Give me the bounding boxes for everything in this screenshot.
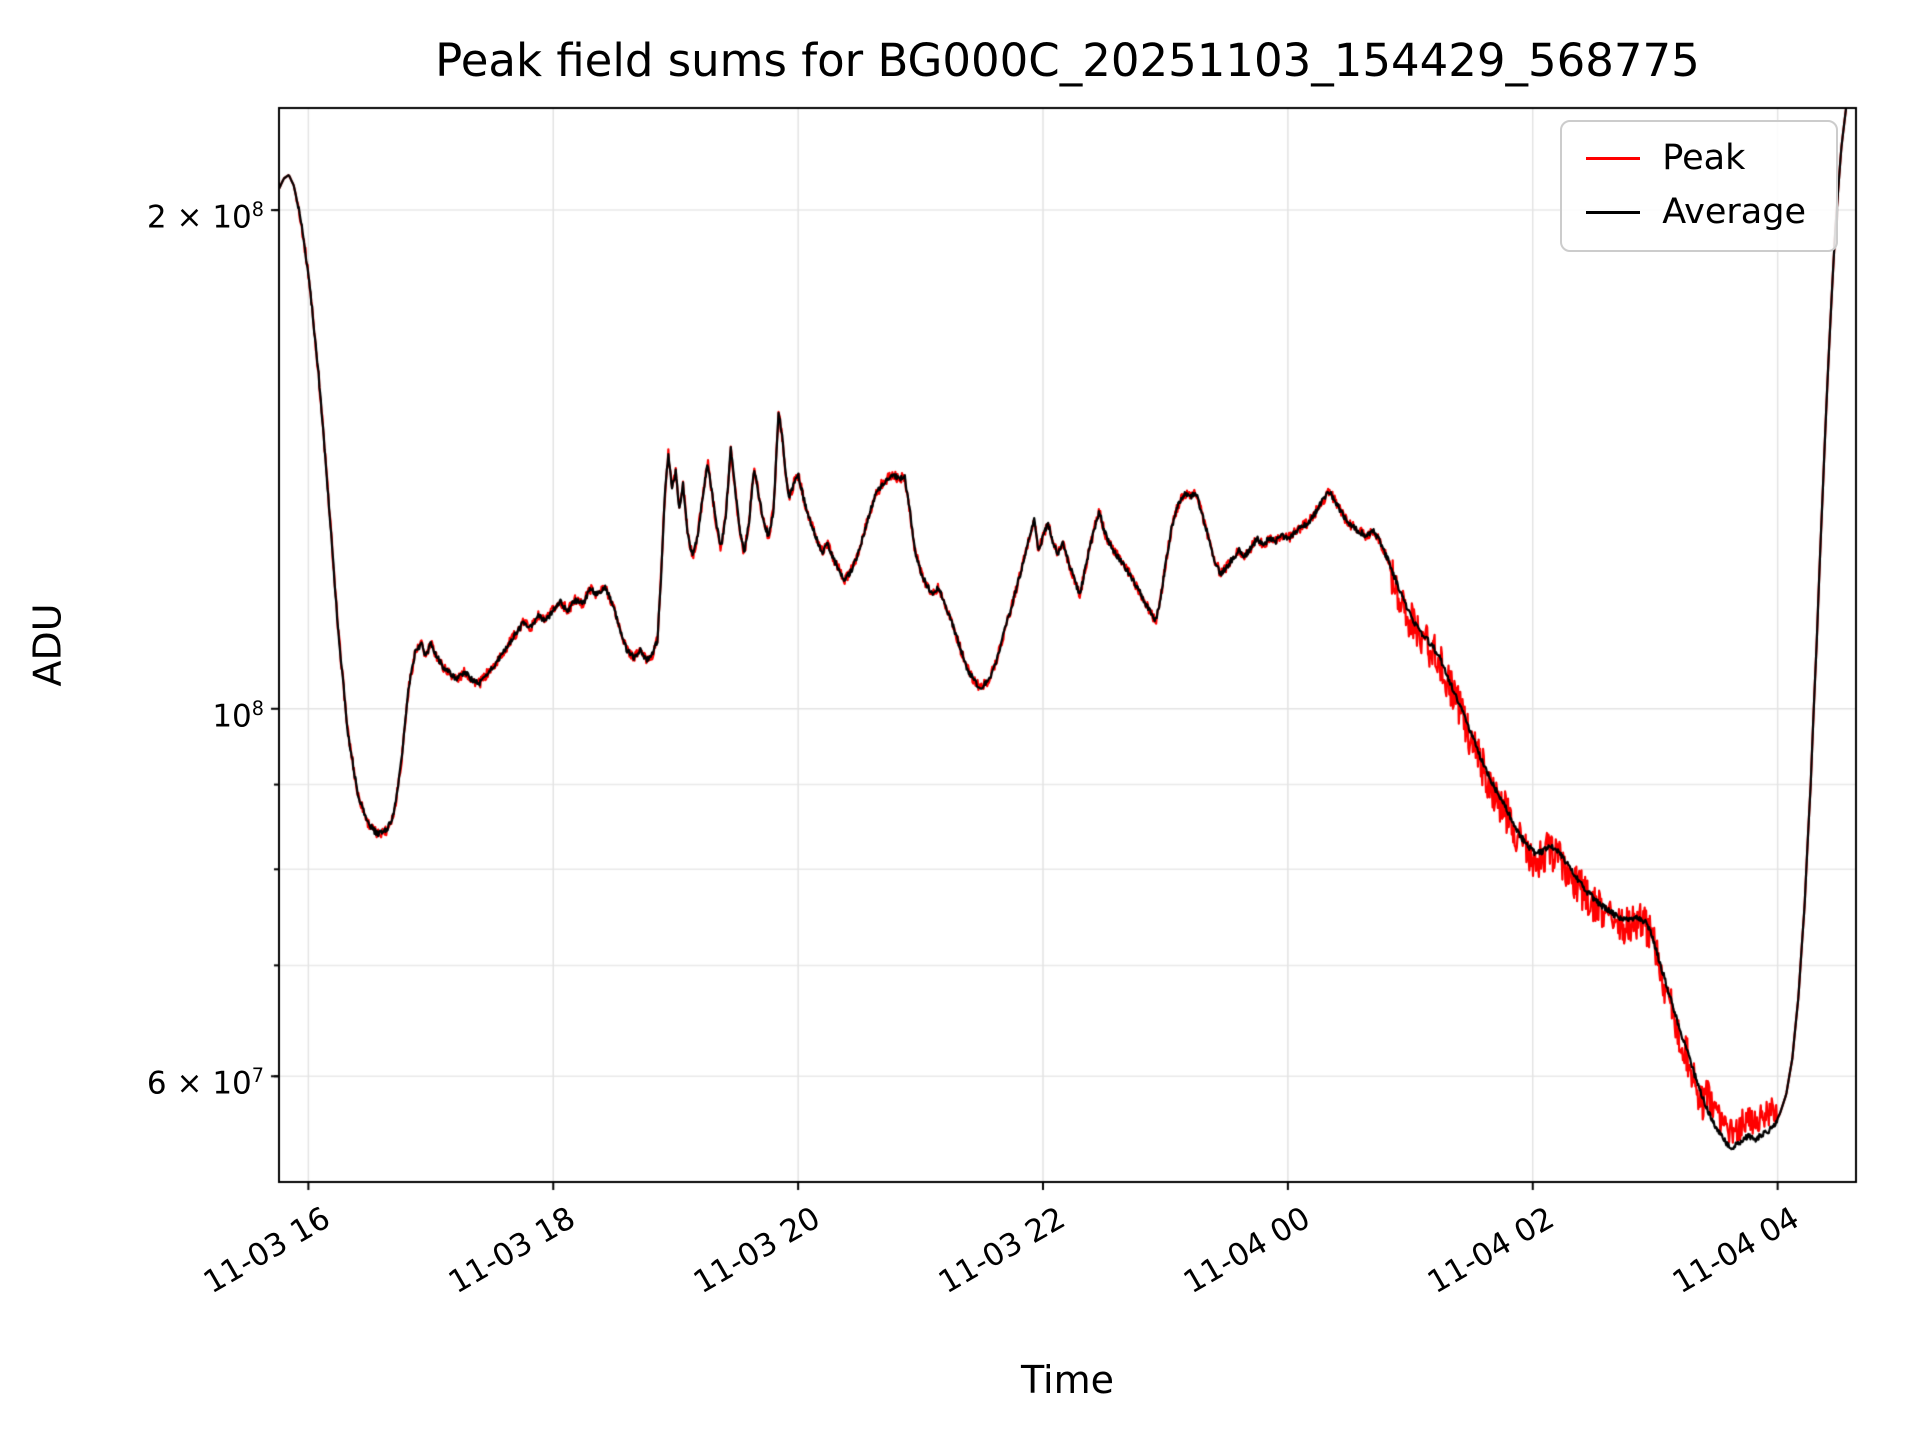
y-axis-label: ADU [26,603,71,687]
x-axis-label: Time [1021,1358,1114,1402]
y-tick-label: 6 × 107 [146,1064,264,1102]
peak-line-swatch [1586,156,1641,160]
y-tick-label: 2 × 108 [146,198,264,236]
legend-entry-average: Average [1586,192,1806,232]
chart-title: Peak field sums for BG000C_20251103_1544… [435,34,1700,87]
legend: Peak Average [1560,120,1838,252]
legend-entry-peak: Peak [1586,138,1806,178]
legend-label-average: Average [1662,192,1806,232]
y-axis-label-wrap: ADU [18,108,78,1182]
average-line-swatch [1586,210,1641,214]
legend-label-peak: Peak [1662,138,1746,178]
y-tick-label: 108 [212,696,264,735]
